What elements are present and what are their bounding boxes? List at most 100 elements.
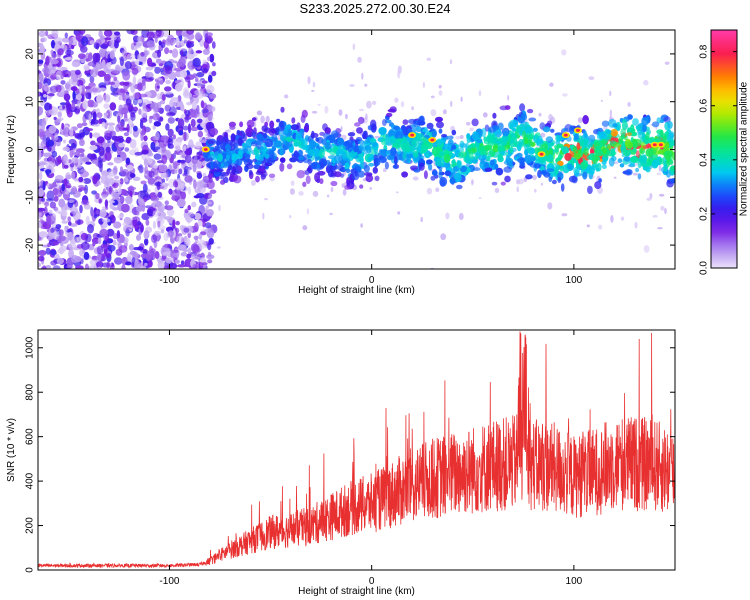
spectrogram-cell xyxy=(129,139,137,149)
spectrogram-cell xyxy=(89,145,98,151)
spectrogram-cell xyxy=(120,169,130,177)
spectrogram-cell xyxy=(101,59,106,69)
spectrogram-cell xyxy=(51,213,57,222)
spectrogram-cell xyxy=(84,85,91,90)
spectrogram-cell xyxy=(109,50,115,59)
spectrogram-cell xyxy=(146,40,155,48)
spectrogram-cell xyxy=(204,222,212,229)
spectrogram-cell xyxy=(171,48,179,58)
spectrogram-cell xyxy=(162,251,169,256)
spectrogram-cell xyxy=(81,90,87,96)
spectrogram-cell xyxy=(75,153,83,157)
spectrogram-cell xyxy=(165,65,173,75)
spectrogram-cell xyxy=(51,150,58,158)
spectrogram-cell xyxy=(177,264,186,268)
spectrogram-cell xyxy=(86,99,95,108)
spectrogram-cell xyxy=(140,51,145,57)
spectrogram-cell xyxy=(83,65,90,71)
spectrogram-cell xyxy=(128,109,137,114)
spectrogram-cell xyxy=(178,129,184,136)
spectrogram-cell xyxy=(141,149,149,155)
spectrogram-cell xyxy=(38,171,43,181)
spectrogram-cell xyxy=(108,238,113,244)
spectrogram-cell xyxy=(97,70,106,77)
spectrogram-cell xyxy=(85,161,92,165)
spectrogram-cell xyxy=(104,180,110,190)
spectrogram-cell xyxy=(103,30,113,37)
spectrogram-cell xyxy=(135,210,140,216)
spectrogram-cell xyxy=(101,218,111,223)
spectrogram-cell xyxy=(197,130,204,138)
spectrogram-cell xyxy=(43,82,49,92)
spectrogram-cell xyxy=(145,254,151,262)
spectrogram-cell xyxy=(180,251,188,257)
spectrogram-cell xyxy=(89,220,95,225)
spectrogram-cell xyxy=(193,235,199,240)
spectrogram-cell xyxy=(187,212,195,218)
spectrogram-cell xyxy=(143,196,148,202)
spectrogram-cell xyxy=(152,164,158,169)
spectrogram-cell xyxy=(103,93,111,103)
spectrogram-cell xyxy=(78,187,87,191)
y-tick-label: 200 xyxy=(25,517,36,534)
spectrogram-cell xyxy=(144,238,149,246)
spectrogram-cell xyxy=(169,49,173,54)
spectrogram-cell xyxy=(151,210,161,217)
spectrogram-cell xyxy=(64,82,70,90)
spectrogram-cell xyxy=(168,188,173,195)
spectrogram-cell xyxy=(146,31,155,39)
spectrogram-cell xyxy=(112,179,121,183)
spectrogram-cell xyxy=(104,151,112,161)
spectrogram-cell xyxy=(44,102,52,111)
spectrogram-cell xyxy=(38,187,45,197)
spectrogram-cell xyxy=(79,139,85,147)
chart-title: S233.2025.272.00.30.E24 xyxy=(299,1,451,16)
spectrogram-cell xyxy=(141,108,148,118)
spectrogram-cell xyxy=(157,191,163,198)
spectrogram-cell xyxy=(93,66,99,72)
spectrogram-cell xyxy=(154,66,161,74)
spectrogram-cell xyxy=(76,244,84,249)
spectrogram-cell xyxy=(175,145,181,152)
spectrogram-cell xyxy=(76,123,83,129)
spectrogram-cell xyxy=(193,155,198,162)
spectrogram-cell xyxy=(212,62,216,67)
spectrogram-cell xyxy=(208,194,212,199)
spectrogram-cell xyxy=(155,30,162,37)
spectrogram-cell xyxy=(156,93,162,100)
spectrogram-cell xyxy=(38,250,47,256)
spectrogram-cell xyxy=(137,82,143,92)
spectrogram-cell xyxy=(129,250,137,256)
spectrogram-cell xyxy=(89,75,95,83)
spectrogram-cell xyxy=(176,198,186,208)
spectrogram-cell xyxy=(38,70,42,74)
spectrogram-cell xyxy=(51,39,56,49)
spectrogram-cell xyxy=(191,144,196,148)
spectrogram-cell xyxy=(112,70,121,74)
spectrogram-cell xyxy=(103,112,109,116)
spectrogram-cell xyxy=(152,113,161,121)
spectrogram-cell xyxy=(173,163,178,170)
spectrogram-cell xyxy=(153,146,161,150)
spectrogram-cell xyxy=(46,147,52,151)
spectrogram-cell xyxy=(187,205,191,211)
spectrogram-cell xyxy=(152,220,156,230)
spectrogram-cell xyxy=(46,214,51,225)
spectrogram-cell xyxy=(59,229,64,236)
spectrogram-cell xyxy=(42,37,47,42)
spectrogram-cell xyxy=(177,159,182,163)
spectrogram-cell xyxy=(183,91,193,99)
spectrogram-cell xyxy=(64,57,73,61)
spectrogram-cell xyxy=(132,76,137,86)
spectrogram-cell xyxy=(197,239,207,250)
spectrogram-cell xyxy=(110,92,119,96)
spectrogram-cell xyxy=(119,235,125,243)
x-tick-label: 100 xyxy=(566,576,583,587)
spectrogram-cell xyxy=(144,262,148,267)
spectrogram-cell xyxy=(180,159,187,163)
spectrogram-cell xyxy=(85,92,92,100)
spectrogram-cell xyxy=(138,108,142,115)
spectrogram-cell xyxy=(123,177,129,183)
spectrogram-cell xyxy=(172,219,176,229)
spectrogram-cell xyxy=(71,150,76,156)
